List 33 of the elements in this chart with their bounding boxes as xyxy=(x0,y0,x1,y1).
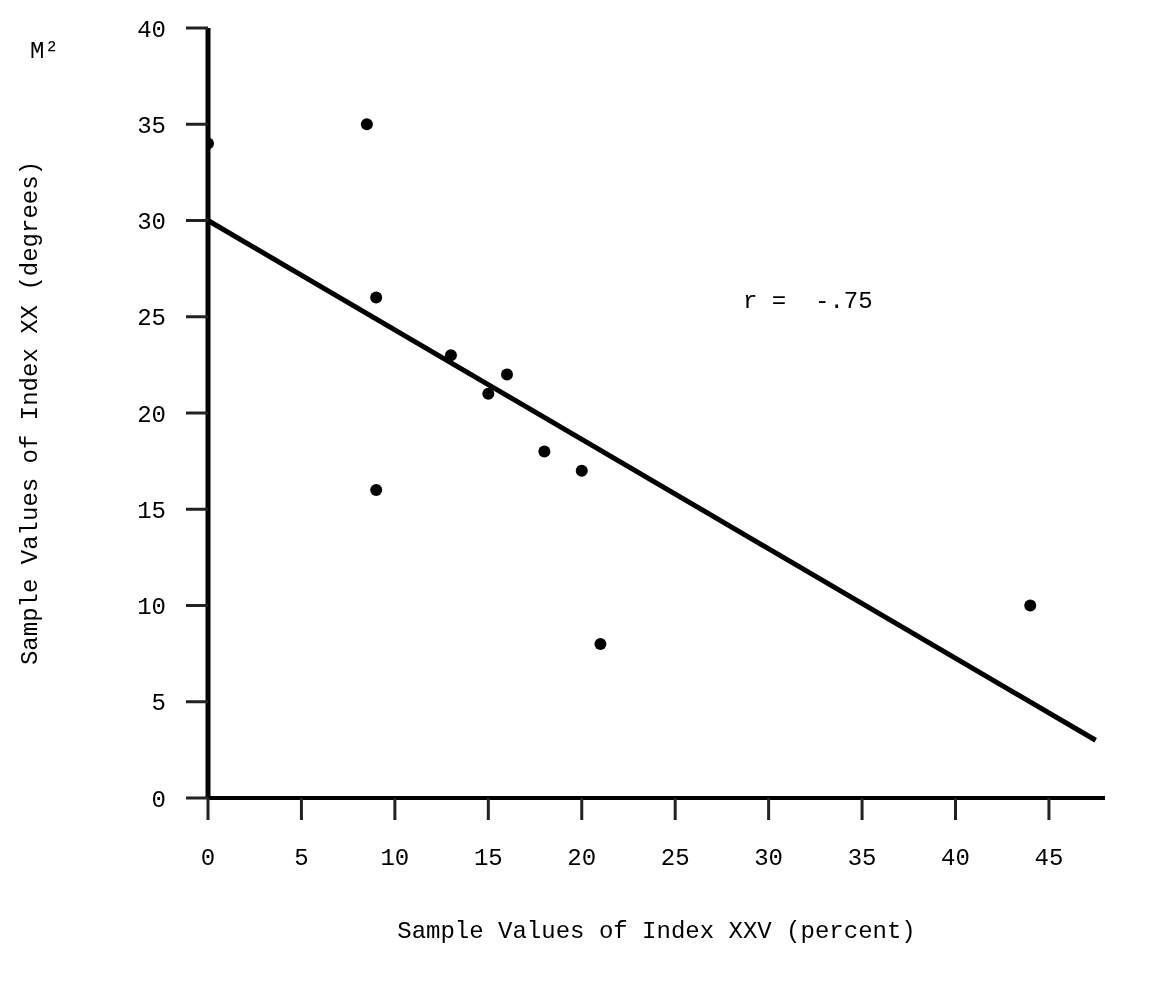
point xyxy=(575,464,588,477)
point xyxy=(370,484,383,496)
annotation: r = -.75 xyxy=(743,288,873,315)
point xyxy=(501,368,513,381)
x-tick-label: 20 xyxy=(567,845,597,873)
x-tick-label: 35 xyxy=(847,845,877,873)
y-axis-title: Sample Values of Index XX (degrees) xyxy=(16,160,44,666)
point xyxy=(444,349,457,362)
x-tick-label: 45 xyxy=(1034,845,1064,873)
x-axis-title: Sample Values of Index XXV (percent) xyxy=(397,918,916,945)
x-tick-label: 10 xyxy=(380,845,410,873)
y-tick-label: 25 xyxy=(137,305,166,333)
y-tick-label: 5 xyxy=(151,690,166,718)
x-tick-label: 0 xyxy=(200,845,216,873)
y-tick-label: 0 xyxy=(151,786,166,814)
x-tick-label: 40 xyxy=(941,845,970,873)
y-tick-label: 20 xyxy=(137,401,166,429)
point xyxy=(370,291,383,304)
y-tick-label: 35 xyxy=(137,112,166,140)
x-tick-label: 15 xyxy=(473,845,503,873)
text: M² xyxy=(30,38,59,65)
y-tick-label: 10 xyxy=(137,594,166,622)
x-tick-label: 5 xyxy=(294,845,309,873)
point xyxy=(538,445,551,458)
y-tick-label: 40 xyxy=(137,16,166,44)
y-tick-label: 30 xyxy=(137,209,166,237)
x-tick-label: 25 xyxy=(660,845,690,873)
point xyxy=(482,387,495,400)
point xyxy=(360,118,373,131)
x-tick-label: 30 xyxy=(754,845,784,873)
point xyxy=(594,638,607,650)
y-tick-label: 15 xyxy=(137,497,166,525)
point xyxy=(1024,599,1037,612)
